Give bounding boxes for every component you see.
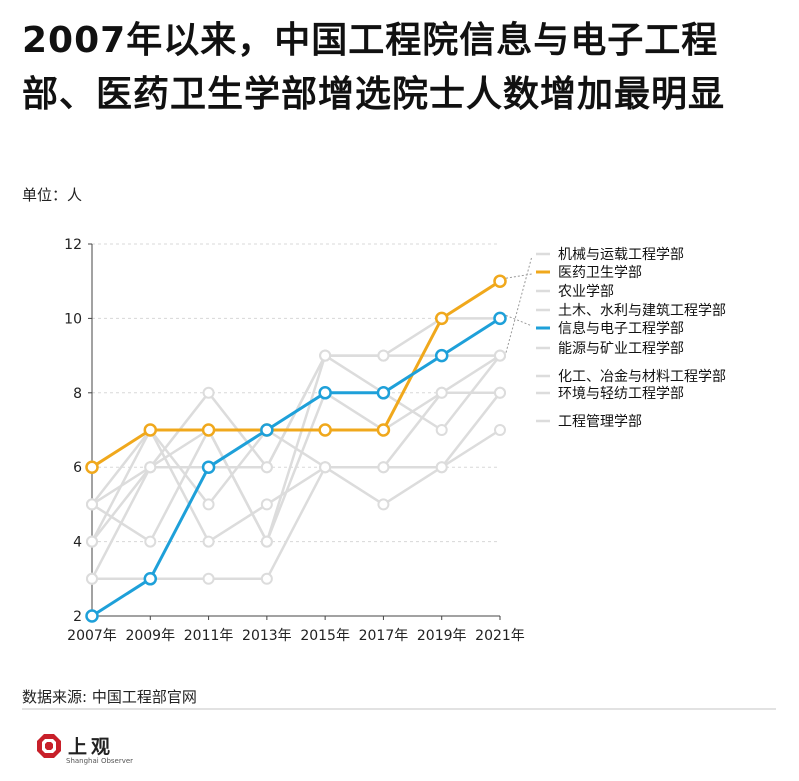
highlighted-series	[85, 274, 507, 623]
x-tick-label: 2015年	[300, 628, 350, 644]
data-point	[202, 572, 215, 585]
data-point	[86, 498, 98, 511]
muted-series	[86, 312, 506, 585]
x-tick-label: 2011年	[184, 628, 234, 644]
data-point	[493, 274, 507, 288]
data-point	[260, 535, 273, 548]
series-line-4	[91, 317, 501, 618]
data-point	[260, 572, 273, 585]
legend-label: 化工、冶金与材料工程学部	[558, 369, 726, 385]
legend-label: 工程管理学部	[558, 414, 642, 430]
data-point	[202, 535, 215, 548]
legend-label: 信息与电子工程学部	[558, 320, 684, 337]
chart-title: 2007年以来，中国工程院信息与电子工程部、医药卫生学部增选院士人数增加最明显	[22, 20, 726, 115]
data-point	[376, 386, 391, 400]
data-point	[377, 349, 390, 362]
line-chart: 2 4 6 8 10 12 2007年 2009年 2011年 2013年 2015年 2017年 20…	[64, 237, 726, 644]
data-point	[202, 498, 215, 511]
data-point	[143, 423, 158, 437]
logo-name: 上观	[68, 736, 115, 758]
x-tick-label: 2013年	[242, 628, 292, 644]
legend-label: 农业学部	[558, 284, 614, 300]
data-point	[85, 460, 99, 474]
data-point	[319, 461, 332, 474]
data-point	[201, 460, 216, 474]
series-line-8	[91, 428, 501, 506]
y-tick-label: 6	[73, 460, 82, 476]
legend-label: 能源与矿业工程学部	[558, 341, 684, 357]
unit-label: 单位：人	[22, 186, 83, 204]
data-point	[85, 609, 99, 623]
data-point	[494, 386, 506, 399]
data-point	[494, 349, 506, 362]
legend: 机械与运载工程学部医药卫生学部农业学部土木、水利与建筑工程学部信息与电子工程学部…	[505, 247, 726, 430]
y-tick-label: 10	[64, 311, 82, 327]
x-tick-label: 2009年	[125, 628, 175, 644]
data-point	[435, 424, 448, 436]
data-point	[260, 498, 273, 511]
data-point	[202, 386, 215, 399]
data-point	[201, 423, 216, 437]
series-line-6	[91, 391, 500, 543]
logo-icon	[37, 734, 61, 758]
data-point	[260, 423, 274, 437]
legend-label: 环境与轻纺工程学部	[558, 386, 684, 402]
data-point	[434, 311, 449, 326]
x-tick-label: 2021年	[475, 628, 525, 644]
x-tick-label: 2019年	[417, 628, 467, 644]
data-point	[86, 535, 98, 548]
data-point	[377, 498, 390, 511]
data-point	[435, 461, 448, 474]
y-tick-label: 8	[73, 386, 82, 402]
y-tick-label: 4	[73, 535, 82, 551]
legend-label: 土木、水利与建筑工程学部	[558, 303, 726, 319]
data-point	[86, 572, 98, 585]
data-point	[493, 311, 507, 326]
legend-leader	[505, 255, 533, 353]
data-point	[376, 423, 391, 437]
data-point	[377, 461, 390, 474]
logo-subtitle: Shanghai Observer	[66, 757, 134, 765]
legend-label: 机械与运载工程学部	[558, 247, 684, 263]
x-tick-label: 2007年	[67, 628, 117, 644]
data-point	[494, 424, 506, 436]
legend-label: 医药卫生学部	[558, 265, 642, 281]
x-tick-label: 2017年	[359, 628, 409, 644]
y-tick-label: 12	[64, 237, 82, 253]
data-point	[144, 461, 157, 474]
data-point	[143, 572, 158, 586]
data-point	[434, 348, 449, 363]
legend-leader	[505, 273, 533, 279]
series-line-5	[90, 354, 501, 543]
data-point	[144, 535, 157, 548]
y-tick-label: 2	[73, 609, 82, 625]
data-point	[435, 386, 448, 399]
data-point	[319, 349, 332, 362]
data-point	[318, 423, 332, 437]
source-note: 数据来源: 中国工程部官网	[22, 688, 197, 706]
footer-divider	[22, 708, 776, 710]
data-point	[260, 461, 273, 474]
data-point	[318, 386, 332, 400]
axes: 2 4 6 8 10 12 2007年 2009年 2011年 2013年 2015年 2017年 20…	[64, 237, 525, 644]
series-line-1	[91, 279, 501, 469]
legend-leader	[505, 314, 533, 327]
series-line-7	[92, 392, 501, 581]
